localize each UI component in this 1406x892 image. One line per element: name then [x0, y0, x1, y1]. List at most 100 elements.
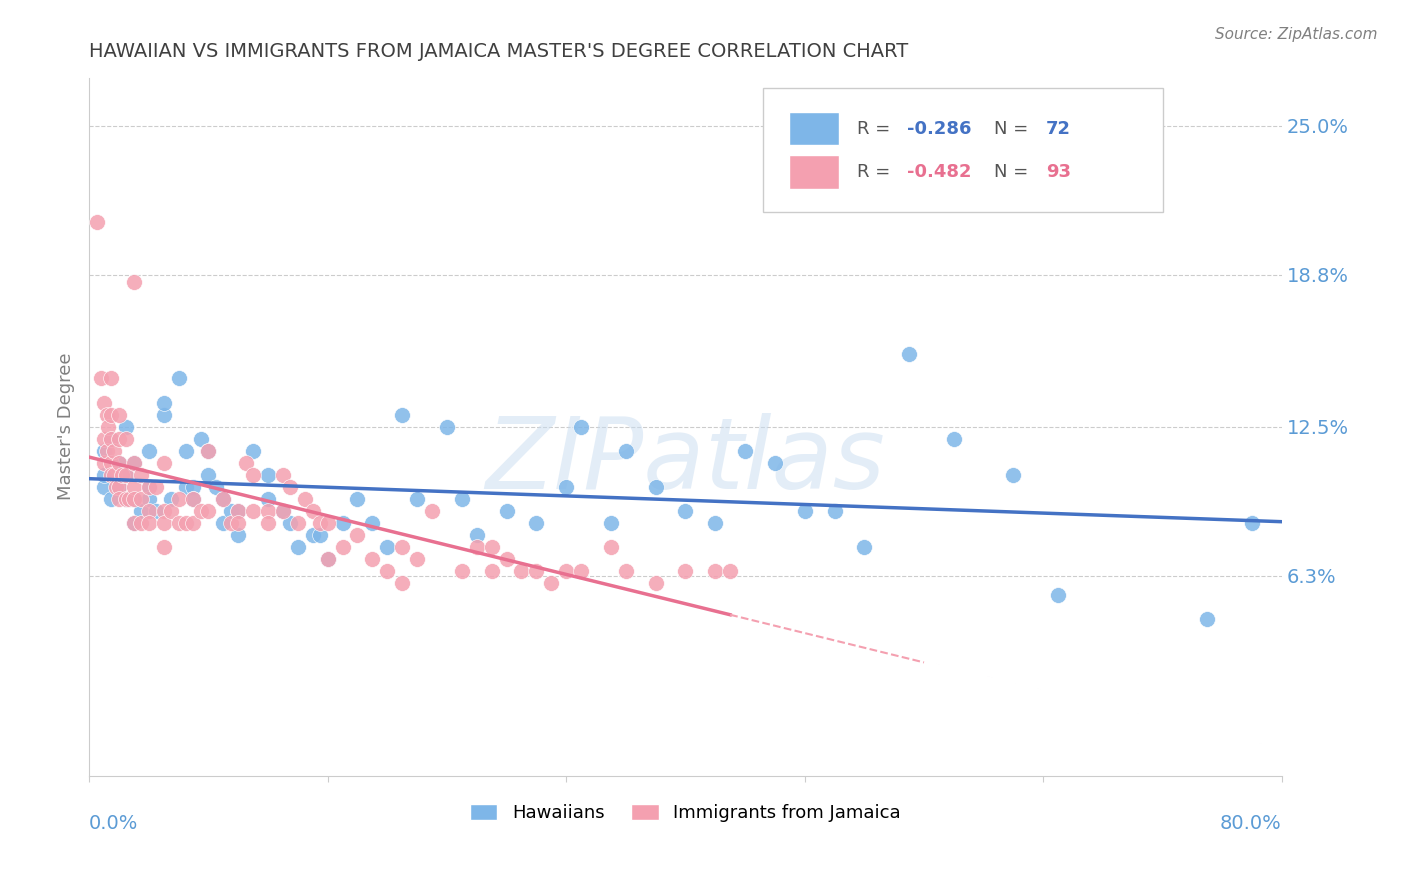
Point	[122, 516, 145, 530]
Point	[898, 347, 921, 361]
Point	[108, 480, 131, 494]
Point	[242, 443, 264, 458]
Point	[465, 528, 488, 542]
Point	[108, 491, 131, 506]
Point	[100, 456, 122, 470]
Point	[346, 528, 368, 542]
Point	[309, 528, 332, 542]
Text: -0.286: -0.286	[907, 120, 972, 137]
Point	[103, 443, 125, 458]
Point	[97, 419, 120, 434]
Y-axis label: Master's Degree: Master's Degree	[58, 353, 75, 500]
Point	[599, 516, 621, 530]
Point	[271, 504, 294, 518]
Point	[138, 491, 160, 506]
Point	[174, 443, 197, 458]
Point	[129, 504, 152, 518]
Point	[763, 456, 786, 470]
Point	[152, 395, 174, 409]
Point	[242, 504, 264, 518]
Point	[212, 516, 235, 530]
Point	[122, 480, 145, 494]
FancyBboxPatch shape	[789, 155, 839, 188]
Point	[271, 467, 294, 482]
Point	[129, 467, 152, 482]
Point	[1240, 516, 1263, 530]
Point	[122, 456, 145, 470]
Point	[108, 480, 131, 494]
Point	[391, 540, 413, 554]
Point	[100, 408, 122, 422]
Point	[138, 480, 160, 494]
Point	[1002, 467, 1025, 482]
Point	[316, 516, 339, 530]
Point	[555, 480, 578, 494]
Point	[853, 540, 876, 554]
Point	[226, 504, 249, 518]
Point	[599, 540, 621, 554]
Point	[183, 491, 205, 506]
Point	[510, 564, 533, 578]
Point	[183, 516, 205, 530]
Point	[103, 467, 125, 482]
Point	[287, 516, 309, 530]
Point	[675, 504, 697, 518]
Point	[226, 516, 249, 530]
Point	[100, 432, 122, 446]
Point	[226, 504, 249, 518]
Point	[108, 456, 131, 470]
Point	[138, 480, 160, 494]
Point	[167, 516, 190, 530]
Point	[138, 516, 160, 530]
Point	[93, 456, 115, 470]
Point	[614, 564, 637, 578]
Point	[361, 552, 384, 566]
Point	[108, 432, 131, 446]
Point	[644, 480, 666, 494]
Point	[332, 540, 354, 554]
Point	[183, 491, 205, 506]
Text: R =: R =	[858, 163, 896, 181]
Point	[93, 432, 115, 446]
Point	[90, 371, 112, 385]
Point	[301, 504, 323, 518]
Point	[129, 516, 152, 530]
Point	[614, 443, 637, 458]
Point	[152, 408, 174, 422]
Text: N =: N =	[994, 163, 1035, 181]
Point	[235, 456, 257, 470]
Text: 80.0%: 80.0%	[1220, 814, 1282, 833]
Point	[280, 480, 302, 494]
Text: ZIPatlas: ZIPatlas	[485, 413, 886, 510]
Point	[122, 275, 145, 289]
Point	[115, 491, 138, 506]
Point	[152, 456, 174, 470]
Point	[197, 467, 219, 482]
Point	[942, 432, 965, 446]
Point	[174, 516, 197, 530]
Point	[93, 480, 115, 494]
Text: 72: 72	[1046, 120, 1070, 137]
Point	[824, 504, 846, 518]
Text: R =: R =	[858, 120, 896, 137]
Point	[100, 371, 122, 385]
Point	[204, 480, 226, 494]
Point	[190, 504, 212, 518]
Point	[346, 491, 368, 506]
Point	[718, 564, 741, 578]
Point	[375, 540, 398, 554]
Point	[465, 540, 488, 554]
Point	[197, 443, 219, 458]
Point	[138, 443, 160, 458]
Text: HAWAIIAN VS IMMIGRANTS FROM JAMAICA MASTER'S DEGREE CORRELATION CHART: HAWAIIAN VS IMMIGRANTS FROM JAMAICA MAST…	[89, 42, 908, 61]
Point	[111, 467, 134, 482]
Point	[104, 480, 127, 494]
Point	[183, 480, 205, 494]
Point	[316, 552, 339, 566]
Legend: Hawaiians, Immigrants from Jamaica: Hawaiians, Immigrants from Jamaica	[463, 797, 908, 830]
Point	[167, 371, 190, 385]
Point	[129, 491, 152, 506]
Point	[212, 491, 235, 506]
Point	[242, 467, 264, 482]
Point	[332, 516, 354, 530]
